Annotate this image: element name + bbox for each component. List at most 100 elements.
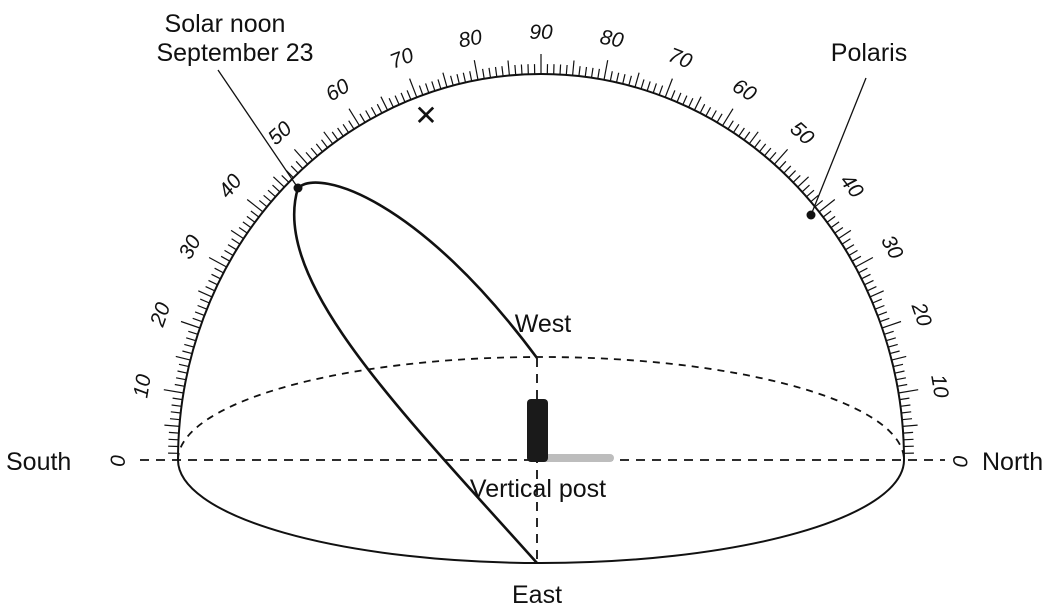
altitude-tick	[560, 65, 561, 75]
altitude-tick	[296, 161, 303, 168]
altitude-tick	[181, 322, 200, 329]
altitude-tick	[892, 356, 907, 360]
altitude-tick	[179, 364, 189, 366]
altitude-tick	[899, 390, 919, 393]
altitude-tick	[647, 81, 650, 91]
polaris-label: Polaris	[831, 39, 907, 67]
altitude-tick	[623, 74, 625, 84]
altitude-tick	[366, 111, 371, 120]
altitude-tick	[901, 405, 911, 406]
altitude-tick	[900, 398, 910, 400]
altitude-tick	[739, 128, 745, 136]
altitude-tick	[489, 68, 491, 78]
scale-number-south: 60	[322, 74, 354, 106]
altitude-tick	[875, 306, 884, 310]
altitude-tick	[749, 132, 758, 144]
altitude-tick	[659, 86, 662, 95]
altitude-tick	[212, 274, 221, 279]
scale-number-north: 70	[665, 44, 695, 74]
altitude-tick	[432, 81, 435, 91]
altitude-tick	[209, 258, 227, 268]
south-zero-number: 0	[107, 455, 130, 467]
altitude-tick	[243, 222, 251, 228]
altitude-tick	[896, 378, 906, 380]
altitude-tick	[322, 140, 328, 148]
altitude-tick	[324, 132, 333, 144]
north-label: North	[982, 448, 1043, 476]
altitude-tick	[438, 79, 441, 89]
altitude-tick	[903, 432, 913, 433]
altitude-tick	[610, 71, 612, 81]
altitude-tick	[206, 287, 215, 291]
altitude-tick	[171, 412, 181, 413]
west-label: West	[515, 310, 572, 338]
altitude-tick	[463, 73, 465, 83]
altitude-tick	[573, 61, 574, 76]
altitude-tick	[178, 371, 188, 373]
sun-path	[294, 183, 537, 563]
scale-number-south: 30	[174, 231, 206, 263]
x-mark-icon: ✕	[414, 100, 437, 131]
altitude-tick	[176, 356, 191, 360]
altitude-tick	[410, 79, 417, 98]
altitude-tick	[407, 90, 411, 99]
altitude-tick	[842, 239, 851, 244]
altitude-tick	[169, 432, 179, 433]
altitude-tick	[831, 222, 839, 228]
altitude-tick	[870, 291, 884, 297]
altitude-tick	[733, 124, 739, 132]
altitude-tick	[827, 216, 835, 222]
scale-number-north: 80	[598, 26, 626, 53]
altitude-tick	[474, 60, 478, 80]
altitude-tick	[164, 390, 184, 393]
altitude-tick	[198, 291, 212, 297]
vertical-post	[527, 399, 548, 462]
altitude-tick	[209, 280, 218, 284]
scale-number-north: 10	[926, 373, 953, 400]
altitude-tick	[169, 439, 179, 440]
scale-number-north: 30	[876, 231, 908, 263]
altitude-tick	[862, 274, 871, 279]
scale-number-north: 60	[728, 74, 760, 106]
altitude-tick	[823, 211, 831, 217]
altitude-tick	[683, 96, 687, 105]
altitude-tick	[689, 98, 693, 107]
altitude-tick	[579, 66, 580, 76]
altitude-tick	[849, 250, 858, 255]
altitude-tick	[835, 228, 843, 234]
east-label: East	[512, 581, 562, 609]
altitude-tick	[717, 114, 722, 123]
altitude-tick	[882, 322, 901, 329]
altitude-tick	[845, 245, 854, 250]
altitude-tick	[769, 152, 776, 160]
altitude-tick	[566, 65, 567, 75]
altitude-tick	[888, 344, 898, 347]
altitude-tick	[789, 171, 796, 178]
altitude-tick	[585, 67, 586, 77]
altitude-tick	[886, 338, 896, 341]
altitude-tick	[389, 98, 393, 107]
scale-number-north: 50	[786, 117, 819, 150]
altitude-tick	[677, 93, 681, 102]
south-label: South	[6, 448, 71, 476]
altitude-tick	[855, 258, 873, 268]
altitude-tick	[164, 425, 179, 426]
altitude-tick	[496, 67, 497, 77]
altitude-tick	[802, 185, 809, 192]
altitude-tick	[215, 268, 224, 273]
altitude-tick	[282, 175, 289, 182]
altitude-tick	[360, 114, 365, 123]
altitude-tick	[198, 306, 207, 310]
altitude-tick	[291, 166, 298, 173]
altitude-tick	[895, 371, 905, 373]
altitude-tick	[502, 66, 503, 76]
altitude-tick	[443, 73, 447, 88]
altitude-tick	[173, 398, 183, 400]
altitude-tick	[598, 69, 600, 79]
vertical-post-label: Vertical post	[470, 475, 606, 503]
solar-noon-label-line1: Solar noon	[165, 10, 286, 38]
altitude-tick	[515, 65, 516, 75]
altitude-tick	[251, 211, 259, 217]
altitude-tick	[864, 280, 873, 284]
